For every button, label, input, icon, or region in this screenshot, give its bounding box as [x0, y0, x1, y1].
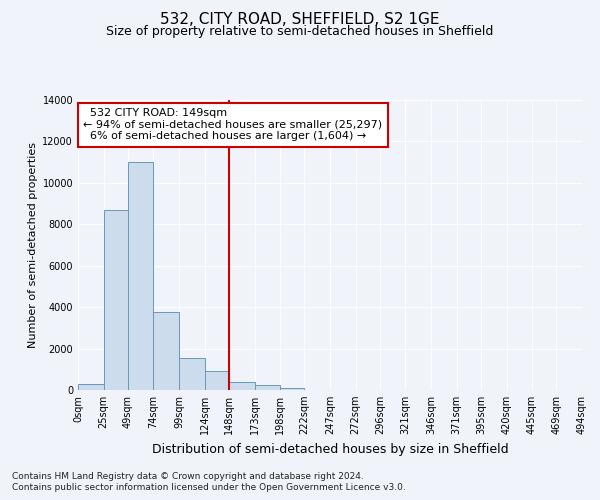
Y-axis label: Number of semi-detached properties: Number of semi-detached properties [28, 142, 38, 348]
Text: Size of property relative to semi-detached houses in Sheffield: Size of property relative to semi-detach… [106, 25, 494, 38]
Bar [205, 372, 229, 390]
Bar [179, 358, 205, 390]
Bar [78, 384, 104, 390]
Text: 532, CITY ROAD, SHEFFIELD, S2 1GE: 532, CITY ROAD, SHEFFIELD, S2 1GE [160, 12, 440, 28]
Bar [254, 385, 280, 390]
Text: Contains HM Land Registry data © Crown copyright and database right 2024.: Contains HM Land Registry data © Crown c… [12, 472, 364, 481]
Text: Contains public sector information licensed under the Open Government Licence v3: Contains public sector information licen… [12, 484, 406, 492]
Bar [229, 382, 254, 390]
X-axis label: Distribution of semi-detached houses by size in Sheffield: Distribution of semi-detached houses by … [152, 442, 508, 456]
Bar [154, 312, 179, 390]
Text: 532 CITY ROAD: 149sqm
← 94% of semi-detached houses are smaller (25,297)
  6% of: 532 CITY ROAD: 149sqm ← 94% of semi-deta… [83, 108, 382, 142]
Bar [280, 388, 304, 390]
Bar [128, 162, 154, 390]
Bar [104, 210, 128, 390]
